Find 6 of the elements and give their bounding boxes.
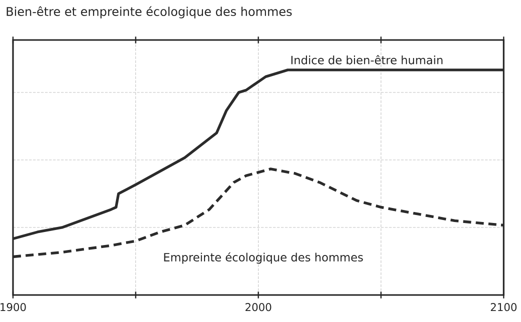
x-tick-label: 2100 (490, 303, 517, 312)
x-tick-label: 2000 (246, 303, 272, 312)
legend-label: Indice de bien-être humain (291, 55, 442, 64)
chart-title: Bien-être et empreinte écologique des hommes (6, 6, 292, 18)
series-label: Empreinte écologique des hommes (164, 252, 363, 264)
x-tick-label: 1900 (0, 303, 26, 312)
